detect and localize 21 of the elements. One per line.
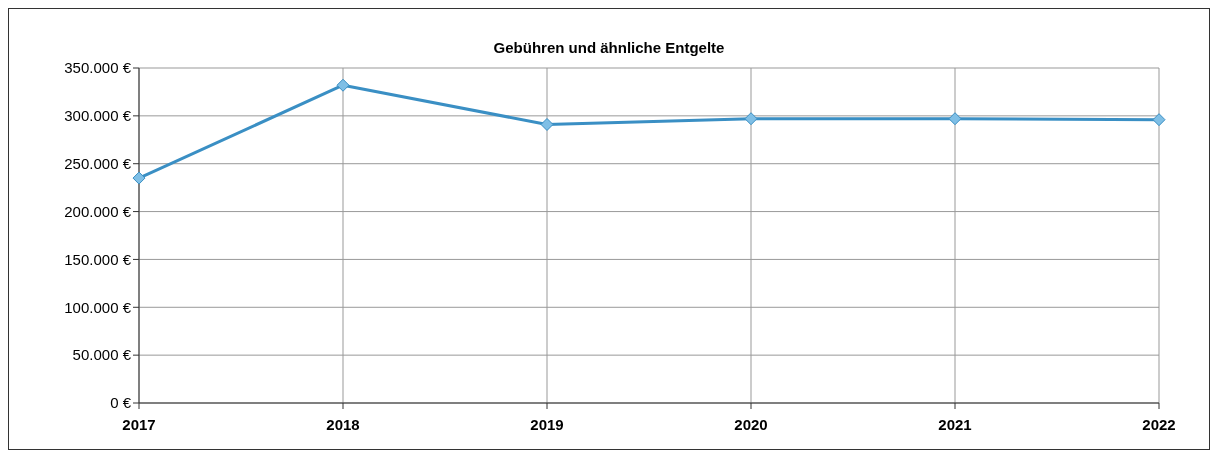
y-tick-label: 350.000 € (64, 59, 132, 77)
point (744, 112, 758, 126)
point (336, 78, 350, 92)
y-tick-label: 300.000 € (64, 107, 132, 125)
y-tick-label: 50.000 € (72, 346, 132, 364)
x-tick-label: 2017 (122, 415, 156, 433)
x-tick-label: 2018 (326, 415, 360, 433)
point (132, 171, 146, 185)
point (540, 117, 554, 131)
point (1152, 113, 1166, 127)
x-tick-label: 2019 (530, 415, 564, 433)
y-tick-label: 0 € (110, 394, 132, 412)
point (948, 112, 962, 126)
x-tick-label: 2021 (938, 415, 972, 433)
y-tick-label: 250.000 € (64, 155, 132, 173)
y-tick-label: 200.000 € (64, 202, 132, 220)
chart-title: Gebühren und ähnliche Entgelte (493, 39, 725, 56)
x-tick-label: 2022 (1142, 415, 1176, 433)
y-tick-label: 150.000 € (64, 250, 132, 268)
y-tick-label: 100.000 € (64, 298, 132, 316)
x-tick-label: 2020 (734, 415, 768, 433)
